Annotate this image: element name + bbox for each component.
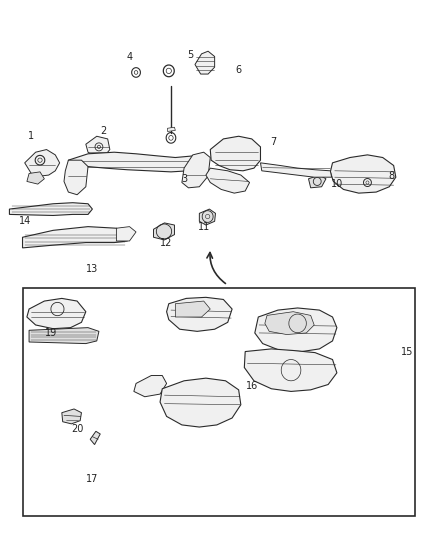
Polygon shape	[182, 152, 210, 188]
Polygon shape	[330, 155, 396, 193]
Polygon shape	[244, 349, 337, 391]
Text: 14: 14	[18, 216, 31, 227]
Polygon shape	[175, 301, 210, 317]
Polygon shape	[210, 136, 261, 171]
Polygon shape	[265, 312, 314, 335]
Polygon shape	[153, 223, 174, 240]
Polygon shape	[86, 136, 110, 158]
Text: 10: 10	[331, 179, 343, 189]
Polygon shape	[166, 297, 232, 332]
Text: 16: 16	[246, 381, 258, 391]
Polygon shape	[160, 378, 241, 427]
Text: 12: 12	[160, 238, 173, 247]
Polygon shape	[117, 227, 136, 241]
Polygon shape	[10, 203, 92, 215]
Polygon shape	[199, 209, 215, 225]
Text: 7: 7	[270, 136, 277, 147]
Polygon shape	[206, 168, 250, 193]
Polygon shape	[68, 152, 201, 172]
Text: 2: 2	[100, 126, 106, 136]
Text: 1: 1	[28, 131, 34, 141]
Polygon shape	[22, 227, 130, 248]
Polygon shape	[134, 375, 166, 397]
Polygon shape	[27, 172, 44, 184]
Polygon shape	[27, 298, 86, 329]
Polygon shape	[25, 150, 60, 176]
Polygon shape	[62, 409, 81, 424]
Text: 6: 6	[236, 65, 242, 75]
Text: 15: 15	[401, 346, 413, 357]
Polygon shape	[255, 308, 337, 352]
Text: 5: 5	[187, 50, 194, 60]
Text: 17: 17	[86, 474, 99, 484]
Text: 19: 19	[45, 328, 57, 338]
Polygon shape	[29, 328, 99, 344]
Polygon shape	[308, 175, 326, 188]
Bar	[22, 288, 416, 516]
Text: 20: 20	[71, 424, 83, 434]
Text: 4: 4	[127, 52, 133, 61]
Text: 11: 11	[198, 222, 210, 232]
Polygon shape	[195, 51, 215, 74]
Text: 13: 13	[86, 264, 99, 274]
Text: 3: 3	[181, 174, 187, 184]
Text: 8: 8	[389, 171, 395, 181]
Polygon shape	[90, 431, 100, 445]
Polygon shape	[261, 163, 332, 177]
Polygon shape	[167, 127, 175, 132]
Polygon shape	[64, 160, 88, 195]
